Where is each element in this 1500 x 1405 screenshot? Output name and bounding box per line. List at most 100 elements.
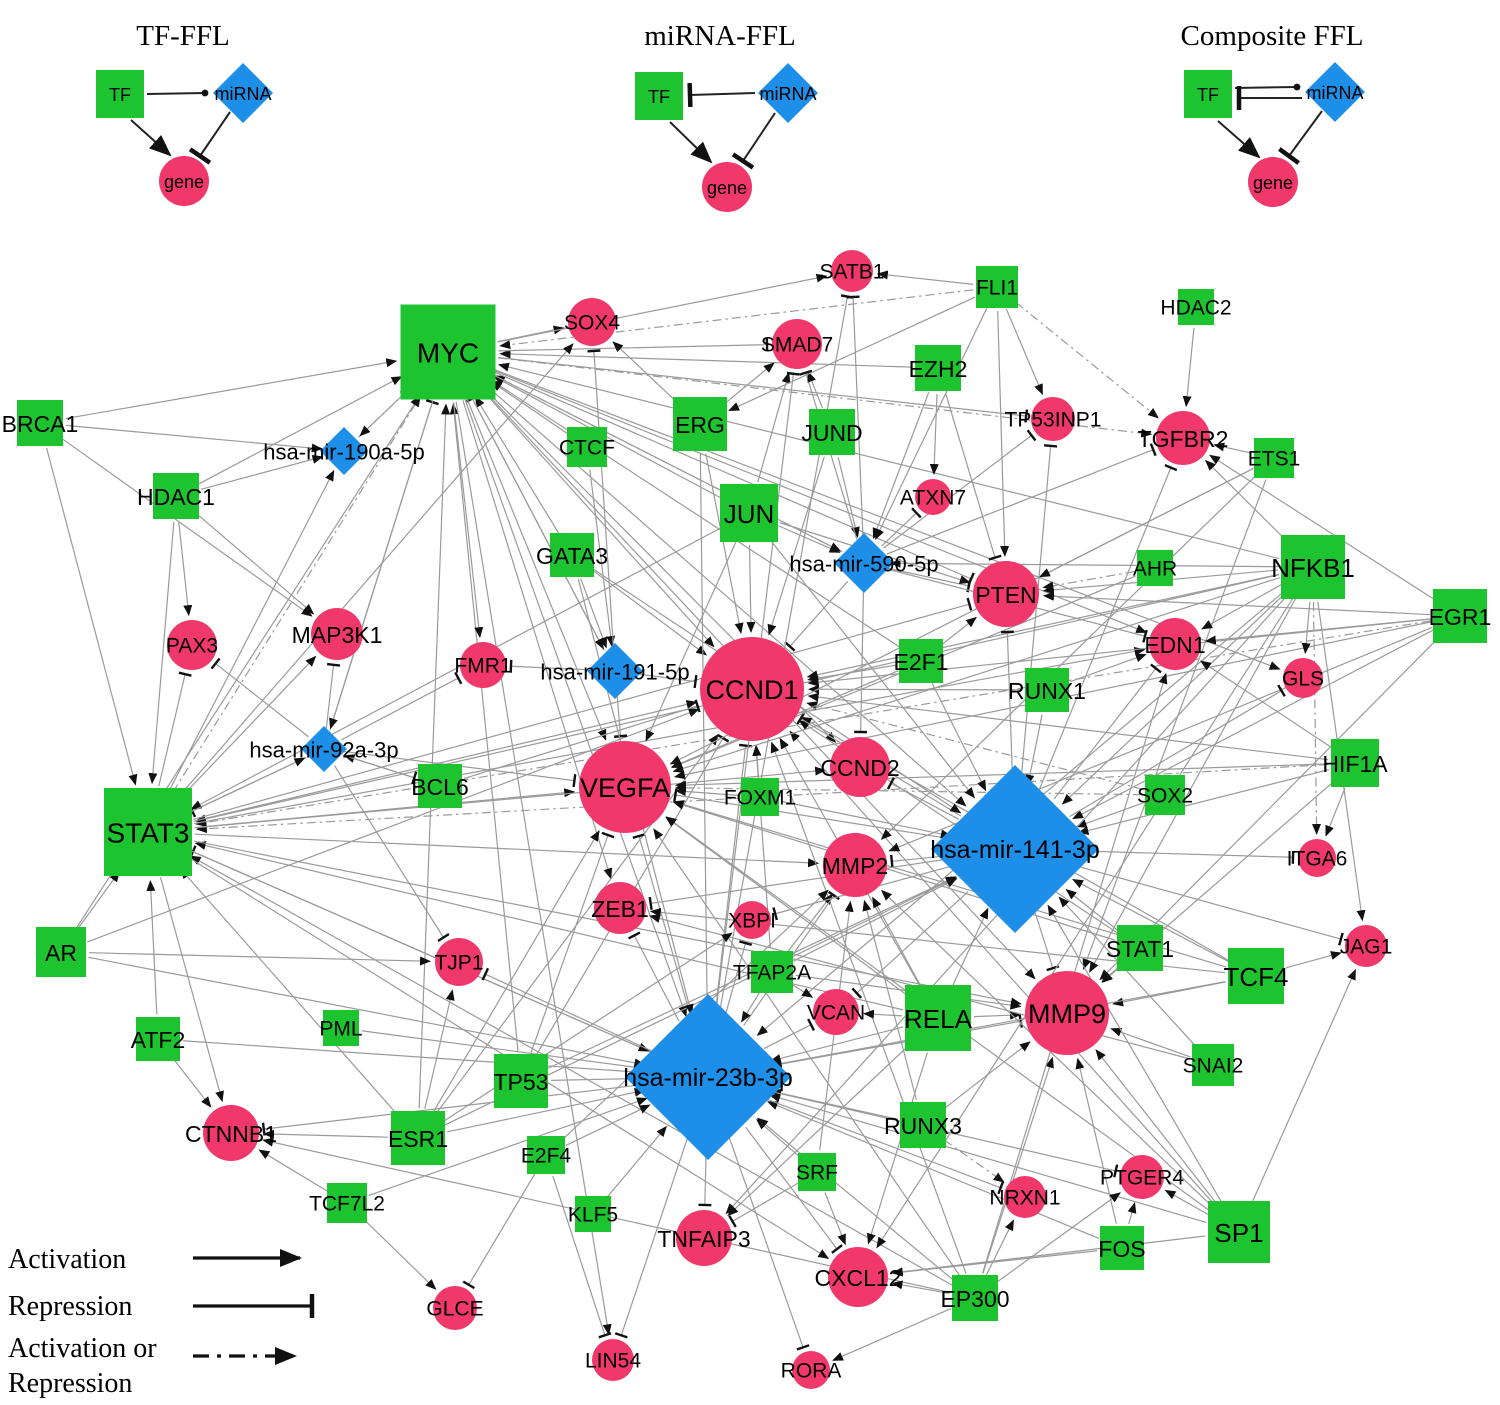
node-GLS[interactable]	[1283, 658, 1323, 698]
node-hsa-mir-92a-3p[interactable]	[301, 726, 347, 772]
node-TJP1[interactable]	[435, 938, 483, 986]
node-SNAI2[interactable]	[1192, 1044, 1234, 1086]
node-ATF2[interactable]	[136, 1017, 180, 1061]
node-PML[interactable]	[323, 1010, 359, 1046]
edge-MYC-VEGFA	[466, 398, 607, 741]
node-label-CXCL12: CXCL12	[815, 1265, 902, 1291]
node-SOX4[interactable]	[568, 298, 616, 346]
edge-FLI1-TP53INP1	[1005, 308, 1044, 396]
edge-hsa-mir-191-5p-VEGFA	[614, 694, 628, 738]
node-ZEB1[interactable]	[594, 882, 646, 934]
node-TNFAIP3[interactable]	[676, 1210, 732, 1266]
node-CTNNB1[interactable]	[203, 1105, 259, 1161]
node-HIF1A[interactable]	[1331, 739, 1379, 787]
node-EP300[interactable]	[952, 1275, 998, 1321]
node-GATA3[interactable]	[550, 533, 594, 577]
node-MAP3K1[interactable]	[311, 608, 363, 660]
node-RUNX3[interactable]	[900, 1102, 946, 1148]
edge-hsa-mir-23b-3p-NRXN1	[766, 1098, 1005, 1195]
node-PTGER4[interactable]	[1120, 1155, 1164, 1199]
edge-RUNX1-hsa-mir-141-3p	[1025, 714, 1043, 786]
node-FMR1[interactable]	[460, 642, 506, 688]
node-CCND2[interactable]	[830, 737, 890, 797]
node-LIN54[interactable]	[592, 1339, 634, 1381]
node-hsa-mir-190a-5p[interactable]	[320, 427, 368, 475]
node-label-FOS: FOS	[1098, 1236, 1145, 1262]
node-NRXN1[interactable]	[1004, 1176, 1046, 1218]
edge-STAT3-hsa-mir-23b-3p	[190, 850, 650, 1052]
node-label-HDAC1: HDAC1	[137, 484, 215, 510]
edge-SP1-JAG1	[1252, 968, 1356, 1202]
edge-hsa-mir-92a-3p-BCL6	[342, 754, 418, 785]
edge-hsa-mir-590-5p-CCND1	[784, 580, 849, 652]
node-CCND1[interactable]	[700, 637, 804, 741]
node-PAX3[interactable]	[167, 620, 217, 670]
node-E2F4[interactable]	[527, 1136, 565, 1174]
node-JUN[interactable]	[720, 484, 778, 542]
node-CXCL12[interactable]	[828, 1247, 888, 1307]
edge-ESR1-hsa-mir-23b-3p	[447, 1087, 646, 1133]
node-XBPI[interactable]	[733, 901, 771, 939]
node-hsa-mir-141-3p[interactable]	[931, 765, 1099, 933]
node-SATB1[interactable]	[831, 250, 873, 292]
edge-NFKB1-EDN1	[1201, 583, 1283, 630]
node-AHR[interactable]	[1137, 550, 1173, 586]
node-GLCE[interactable]	[433, 1286, 477, 1330]
edge-FOS-CXCL12	[891, 1250, 1098, 1277]
edge-NFKB1-MYC	[497, 362, 1280, 560]
node-EDN1[interactable]	[1149, 618, 1201, 670]
node-STAT3[interactable]	[104, 788, 192, 876]
node-FOS[interactable]	[1100, 1226, 1144, 1270]
node-ETS1[interactable]	[1254, 438, 1294, 478]
node-EGR1[interactable]	[1433, 589, 1487, 643]
node-RUNX1[interactable]	[1025, 668, 1069, 712]
node-TGFBR2[interactable]	[1156, 411, 1210, 465]
node-HDAC2[interactable]	[1178, 289, 1214, 325]
node-RORA[interactable]	[792, 1351, 830, 1389]
node-PTEN[interactable]	[973, 561, 1039, 627]
node-SRF[interactable]	[798, 1153, 836, 1191]
node-MMP9[interactable]	[1025, 971, 1109, 1055]
node-BRCA1[interactable]	[17, 400, 63, 446]
node-ATXN7[interactable]	[915, 479, 951, 515]
node-VEGFA[interactable]	[579, 741, 671, 833]
node-SP1[interactable]	[1208, 1201, 1270, 1263]
edge-EP300-PTGER4	[995, 1192, 1121, 1284]
node-hsa-mir-23b-3p[interactable]	[625, 994, 791, 1160]
node-TFAP2A[interactable]	[751, 951, 793, 993]
edge-STAT1-VEGFA	[672, 800, 1116, 941]
node-AR[interactable]	[36, 927, 86, 977]
node-NFKB1[interactable]	[1281, 535, 1345, 599]
node-TP53[interactable]	[494, 1054, 548, 1108]
node-FOXM1[interactable]	[741, 778, 779, 816]
node-MMP2[interactable]	[823, 833, 887, 897]
node-hsa-mir-590-5p[interactable]	[834, 533, 894, 593]
motif-mirna-node	[758, 63, 818, 123]
node-HDAC1[interactable]	[153, 473, 199, 519]
node-ESR1[interactable]	[391, 1111, 445, 1165]
node-STAT1[interactable]	[1117, 925, 1163, 971]
node-JUND[interactable]	[809, 409, 855, 455]
node-SOX2[interactable]	[1145, 775, 1185, 815]
node-JAG1[interactable]	[1345, 925, 1387, 967]
node-SMAD7[interactable]	[772, 319, 822, 369]
edge-hsa-mir-141-3p-JAG1	[1076, 865, 1344, 946]
node-TCF4[interactable]	[1228, 948, 1284, 1004]
node-TCF7L2[interactable]	[327, 1183, 367, 1223]
node-FLI1[interactable]	[976, 266, 1018, 308]
edge-FOXM1-hsa-mir-141-3p	[781, 800, 952, 839]
node-MYC[interactable]	[400, 304, 496, 400]
node-VCAN[interactable]	[813, 989, 859, 1035]
node-TP53INP1[interactable]	[1031, 397, 1075, 441]
node-label-MYC: MYC	[417, 338, 479, 369]
node-RELA[interactable]	[905, 985, 971, 1051]
node-ITGA6[interactable]	[1298, 839, 1336, 877]
edge-EGR1-PTEN	[1042, 591, 1431, 616]
node-hsa-mir-191-5p[interactable]	[587, 643, 643, 699]
node-CTCF[interactable]	[567, 427, 607, 467]
node-BCL6[interactable]	[418, 764, 462, 808]
node-KLF5[interactable]	[575, 1196, 611, 1232]
node-EZH2[interactable]	[915, 345, 961, 391]
node-ERG[interactable]	[673, 397, 727, 451]
node-E2F1[interactable]	[899, 639, 943, 683]
